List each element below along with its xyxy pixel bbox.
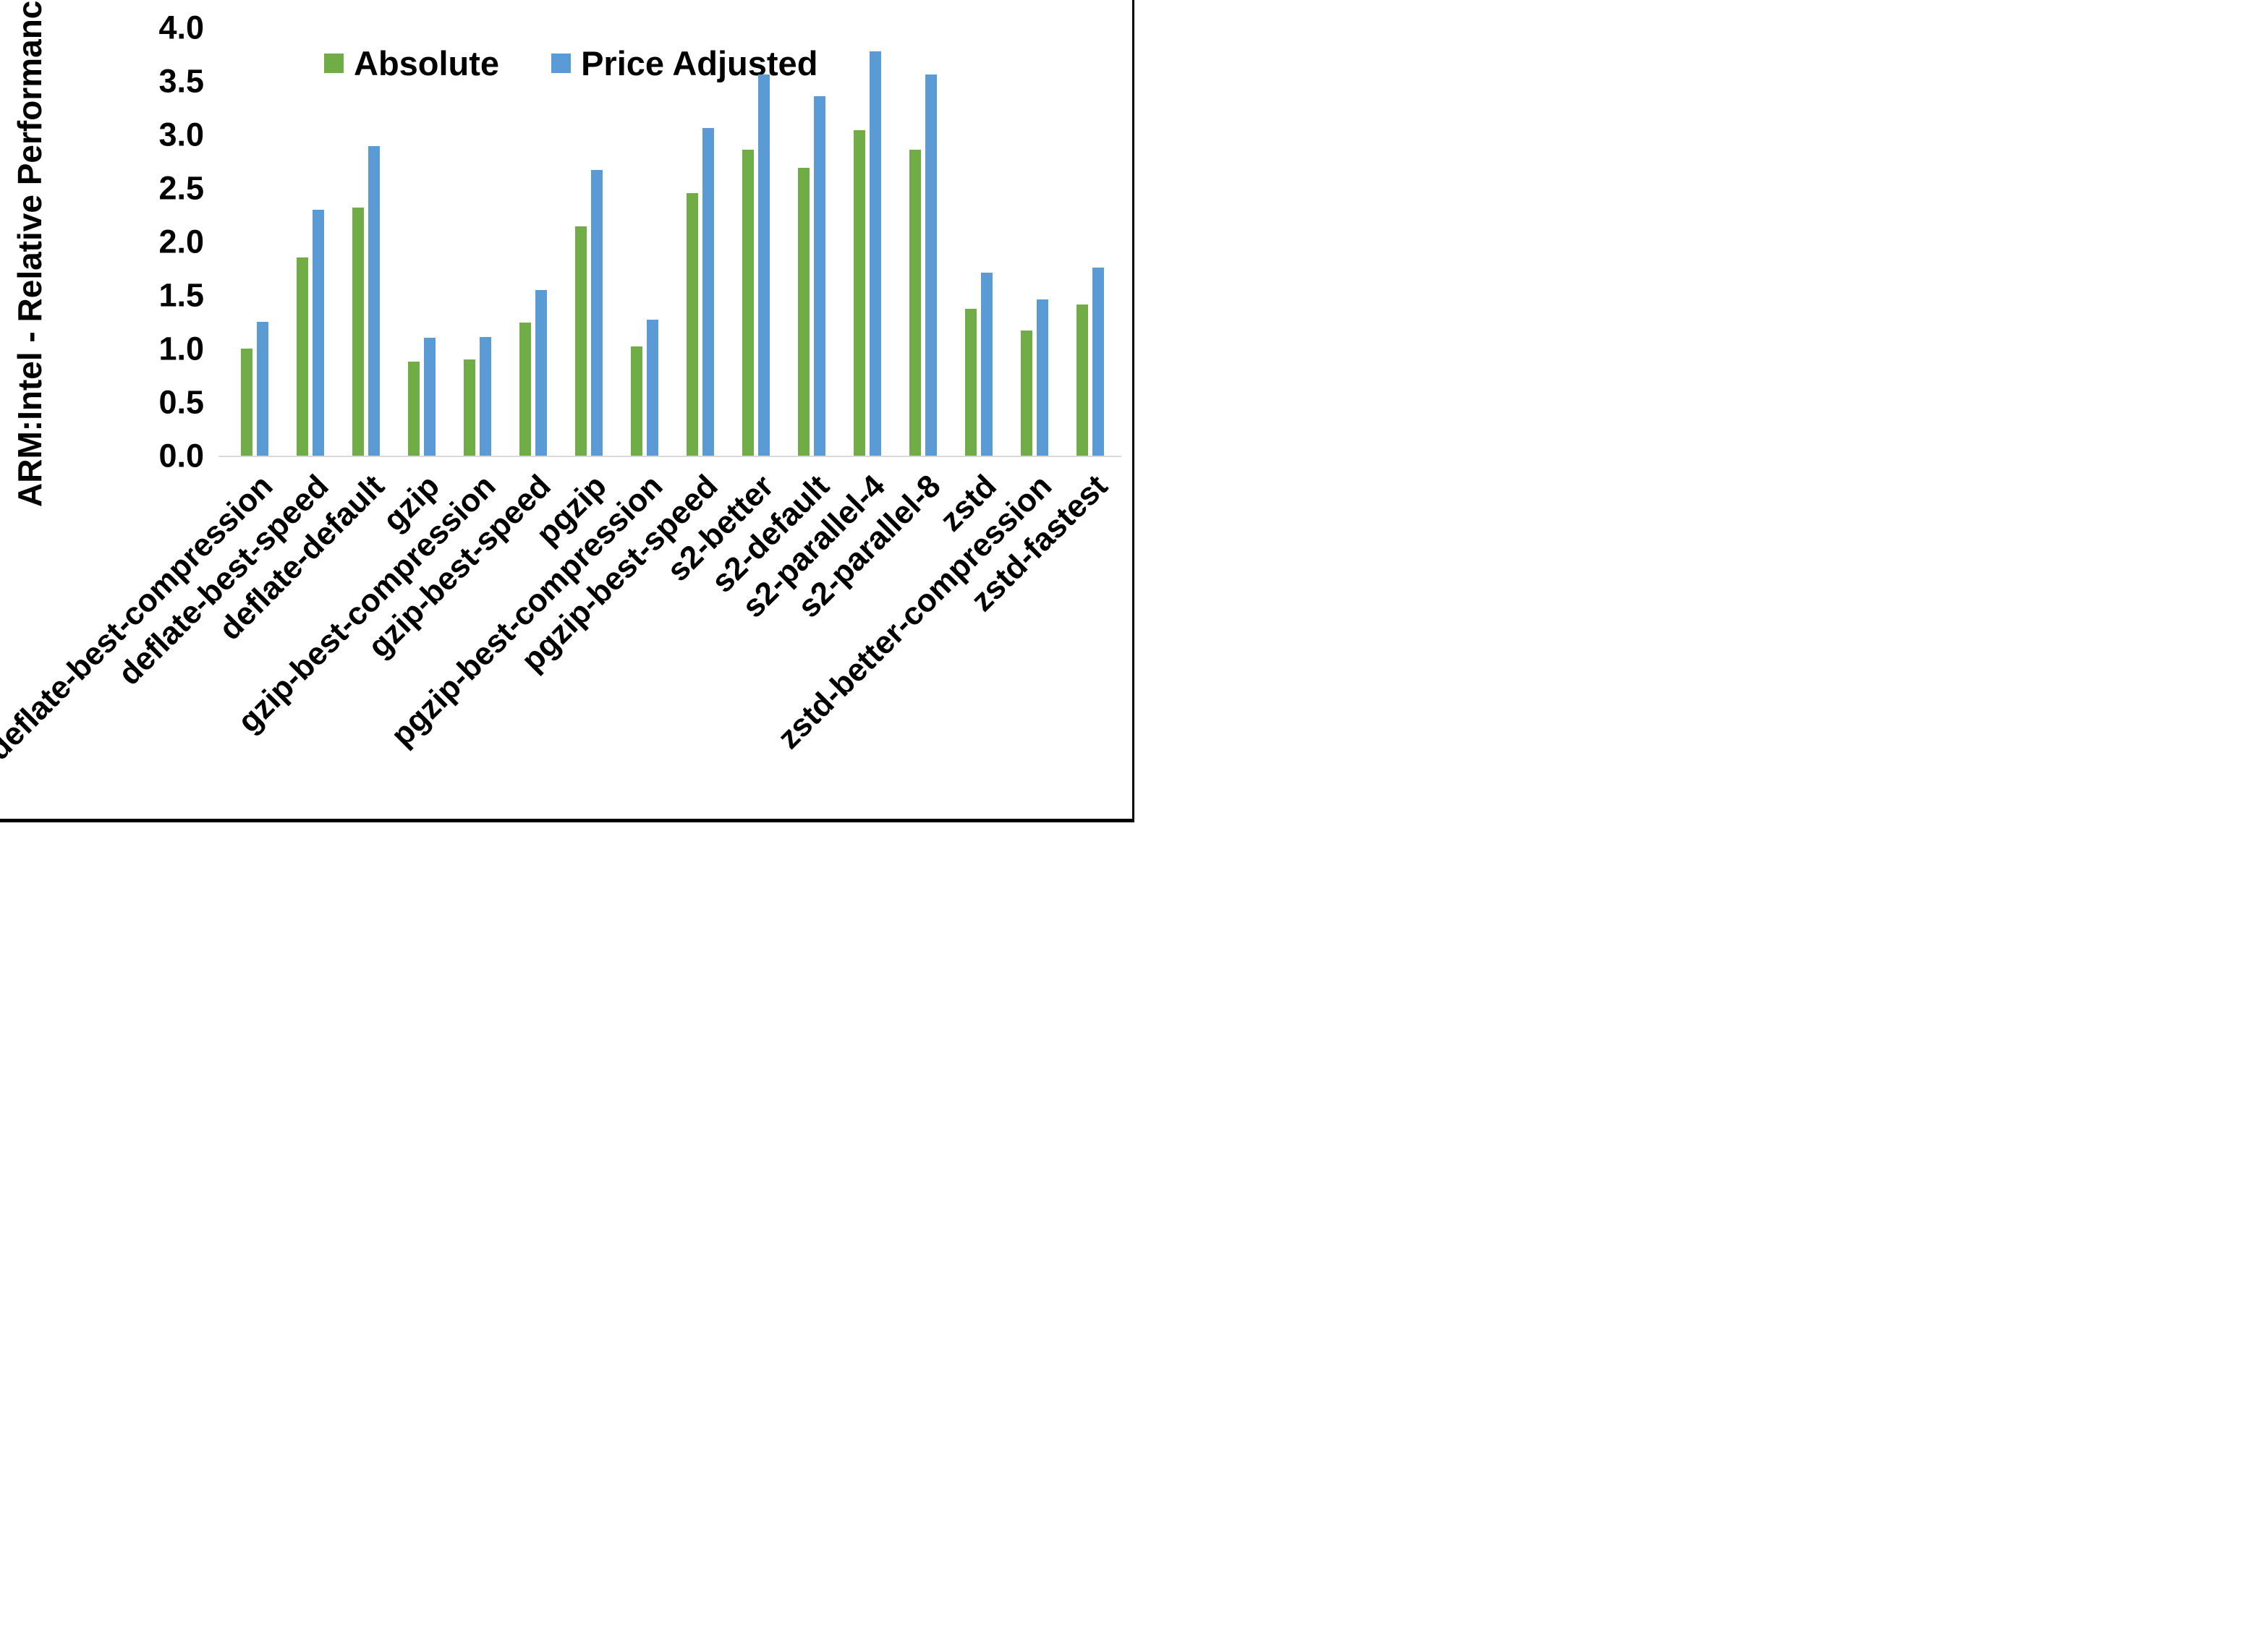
y-axis: 0.0 0.5 1.0 1.5 2.0 2.5 3.0 3.5 4.0 [109, 0, 204, 819]
bar-absolute [297, 257, 309, 456]
bar-price-adjusted [424, 338, 436, 456]
y-axis-tick-label: 3.5 [158, 62, 204, 100]
bar-group [1062, 27, 1118, 456]
bar-absolute [1076, 304, 1088, 456]
legend-label-absolute: Absolute [354, 44, 500, 82]
bar-price-adjusted [1092, 267, 1104, 456]
bar-price-adjusted [368, 146, 381, 456]
bar-absolute [464, 359, 476, 456]
bar-absolute [408, 361, 420, 456]
bar-group [1006, 27, 1062, 456]
bar-group [506, 27, 561, 456]
bar-absolute [575, 226, 587, 456]
bar-absolute [1020, 330, 1032, 456]
bar-absolute [797, 167, 810, 456]
y-axis-tick-label: 2.0 [158, 223, 204, 260]
y-axis-tick-label: 2.5 [158, 169, 204, 207]
bar-absolute [631, 346, 643, 456]
y-axis-tick-label: 0.5 [158, 383, 204, 421]
bar-price-adjusted [313, 209, 325, 456]
bar-price-adjusted [757, 74, 770, 456]
bar-price-adjusted [1036, 299, 1048, 456]
bar-group [227, 27, 283, 456]
x-axis: deflate-best-compression deflate-best-spe… [0, 0, 1132, 819]
bar-price-adjusted [869, 51, 881, 456]
bar-absolute [519, 323, 532, 456]
bar-absolute [241, 349, 253, 456]
y-axis-tick-label: 1.5 [158, 276, 204, 314]
bar-price-adjusted [702, 128, 714, 456]
bar-price-adjusted [257, 322, 269, 456]
y-axis-tick-label: 0.0 [158, 437, 204, 474]
plot-area [227, 27, 1118, 456]
bar-group [783, 27, 839, 456]
bar-group [951, 27, 1006, 456]
y-axis-tick-label: 1.0 [158, 330, 204, 367]
bar-group [895, 27, 951, 456]
bar-price-adjusted [980, 272, 993, 456]
bar-group [339, 27, 394, 456]
bar-absolute [853, 130, 865, 456]
bar-series-container [227, 27, 1118, 456]
bar-group [617, 27, 673, 456]
bar-price-adjusted [480, 336, 492, 456]
bar-group [283, 27, 339, 456]
bar-absolute [352, 207, 365, 456]
legend-label-price-adjusted: Price Adjusted [581, 44, 818, 82]
bar-absolute [964, 309, 977, 456]
bar-group [394, 27, 450, 456]
legend-swatch-price-adjusted [551, 54, 572, 73]
legend-swatch-absolute [324, 54, 344, 73]
legend: Absolute Price Adjusted [324, 43, 817, 83]
bar-price-adjusted [813, 95, 825, 456]
bar-group [561, 27, 617, 456]
bar-absolute [909, 149, 921, 456]
legend-item-absolute: Absolute [324, 43, 499, 83]
y-axis-tick-label: 3.0 [158, 116, 204, 153]
bar-group [839, 27, 895, 456]
bar-absolute [686, 193, 698, 456]
legend-item-price-adjusted: Price Adjusted [551, 43, 817, 83]
bar-price-adjusted [535, 289, 548, 456]
bar-price-adjusted [647, 320, 659, 456]
bar-group [450, 27, 506, 456]
x-axis-line [218, 456, 1121, 457]
y-axis-tick-label: 4.0 [158, 9, 204, 46]
chart-figure: ARM:Intel - Relative Performance Absolut… [0, 0, 1134, 822]
bar-price-adjusted [925, 74, 937, 456]
bar-group [728, 27, 783, 456]
bar-group [673, 27, 729, 456]
bar-price-adjusted [591, 169, 603, 456]
bar-absolute [742, 149, 754, 456]
